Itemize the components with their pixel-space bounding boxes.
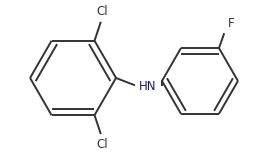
Text: HN: HN [139,80,157,93]
Text: Cl: Cl [97,5,108,18]
Text: F: F [228,17,235,30]
Text: Cl: Cl [97,138,108,151]
